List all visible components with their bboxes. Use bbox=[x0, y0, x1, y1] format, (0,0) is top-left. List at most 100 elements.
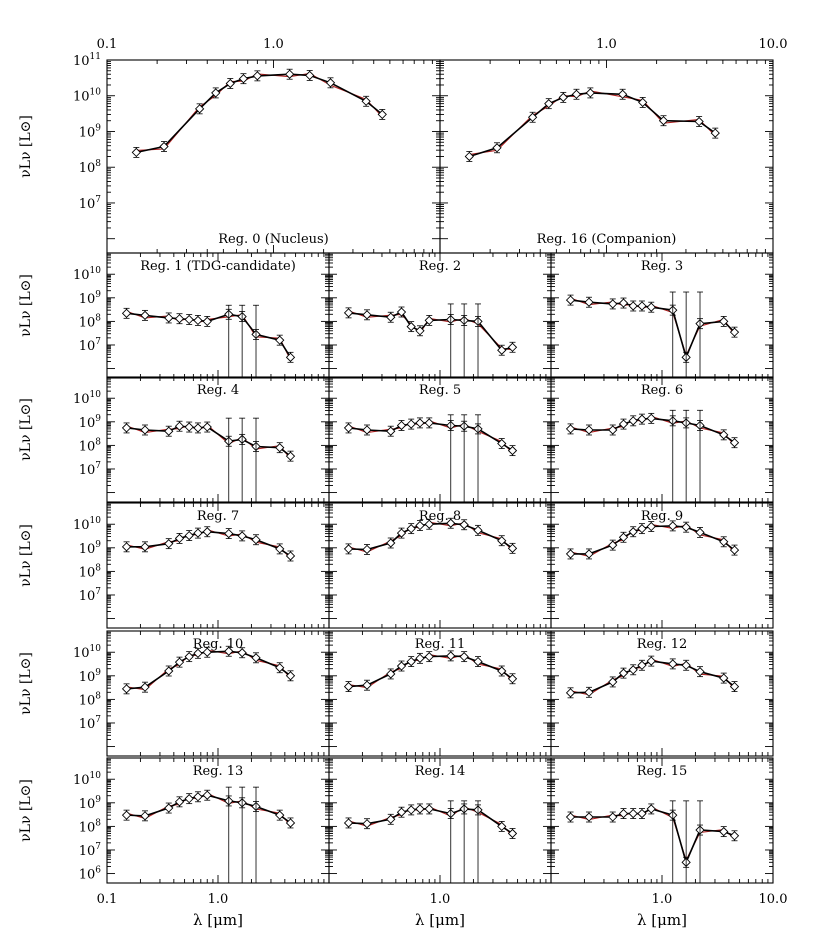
data-point bbox=[565, 424, 576, 434]
data-point bbox=[608, 812, 618, 822]
data-point bbox=[424, 804, 434, 814]
data-point bbox=[275, 443, 285, 453]
data-point bbox=[202, 316, 212, 327]
data-point bbox=[473, 656, 483, 667]
data-point bbox=[637, 808, 647, 819]
data-point bbox=[527, 112, 538, 122]
data-point bbox=[406, 805, 416, 815]
data-point bbox=[729, 327, 740, 337]
data-point bbox=[637, 301, 647, 311]
data-point bbox=[571, 89, 582, 99]
data-point bbox=[184, 314, 194, 325]
data-point bbox=[497, 345, 507, 355]
y-tick-label: 1010 bbox=[73, 266, 101, 283]
data-point bbox=[284, 69, 295, 79]
data-point bbox=[174, 657, 185, 667]
data-point bbox=[497, 666, 507, 676]
data-point bbox=[710, 128, 720, 138]
data-point bbox=[584, 297, 594, 307]
data-point bbox=[618, 532, 629, 542]
data-point bbox=[396, 528, 407, 538]
panel-13: Reg. 13 bbox=[106, 757, 330, 884]
panel-10: Reg. 10 bbox=[106, 630, 330, 757]
panel-label: Reg. 8 bbox=[419, 509, 461, 524]
data-point bbox=[446, 518, 456, 528]
y-tick-label: 109 bbox=[79, 540, 102, 557]
panel-11: Reg. 11 bbox=[328, 630, 552, 757]
data-point bbox=[140, 682, 150, 692]
data-point bbox=[565, 812, 576, 822]
bottom-x-tick-label: 1.0 bbox=[652, 892, 673, 907]
panel-label: Reg. 2 bbox=[419, 259, 461, 274]
data-point bbox=[121, 308, 132, 318]
data-point bbox=[585, 88, 596, 98]
y-tick-label: 106 bbox=[79, 866, 102, 883]
panel-15: Reg. 15 bbox=[550, 757, 774, 884]
panel-label: Reg. 11 bbox=[415, 637, 466, 652]
y-tick-label: 107 bbox=[79, 715, 102, 732]
data-point bbox=[362, 680, 372, 690]
data-point bbox=[237, 531, 247, 541]
bottom-x-tick-label: 1.0 bbox=[208, 892, 229, 907]
alt-model-curve bbox=[570, 806, 735, 862]
y-tick-label: 108 bbox=[79, 313, 102, 330]
data-point bbox=[565, 549, 576, 559]
data-point bbox=[386, 538, 396, 548]
data-point bbox=[174, 421, 185, 431]
panel-label: Reg. 10 bbox=[193, 637, 244, 652]
data-point bbox=[406, 321, 416, 332]
data-point bbox=[584, 549, 594, 559]
data-point bbox=[343, 818, 354, 828]
data-point bbox=[305, 70, 315, 81]
y-axis-label: νLν [L⊙] bbox=[18, 524, 34, 587]
data-point bbox=[497, 536, 507, 546]
data-point bbox=[184, 422, 194, 432]
data-point bbox=[285, 818, 296, 828]
data-point bbox=[193, 792, 203, 802]
data-point bbox=[719, 316, 729, 327]
y-tick-label: 109 bbox=[79, 414, 102, 431]
alt-model-curve bbox=[348, 310, 513, 351]
panel-1: Reg. 1 (TDG-candidate) bbox=[106, 252, 330, 379]
data-point bbox=[225, 78, 235, 89]
data-point bbox=[719, 537, 729, 547]
y-tick-label: 1010 bbox=[73, 516, 101, 533]
data-point bbox=[415, 326, 425, 336]
model-curve bbox=[570, 525, 735, 555]
y-tick-label: 1010 bbox=[73, 390, 101, 407]
data-point bbox=[497, 821, 507, 832]
data-point bbox=[386, 814, 396, 824]
panel-label: Reg. 13 bbox=[193, 764, 244, 779]
panel-4: Reg. 4 bbox=[106, 376, 330, 503]
data-point bbox=[224, 646, 234, 656]
bottom-x-tick-label: 10.0 bbox=[759, 892, 788, 907]
data-point bbox=[377, 109, 387, 120]
alt-model-curve bbox=[469, 90, 716, 156]
data-point bbox=[275, 663, 285, 673]
data-point bbox=[637, 660, 647, 670]
data-point bbox=[415, 418, 425, 428]
model-curve bbox=[126, 530, 291, 557]
data-point bbox=[285, 551, 296, 561]
bottom-x-tick-label: 0.1 bbox=[97, 892, 118, 907]
y-tick-label: 109 bbox=[79, 290, 102, 307]
data-point bbox=[646, 302, 656, 312]
data-point bbox=[164, 666, 174, 676]
top-x-tick-label: 10.0 bbox=[759, 37, 788, 52]
y-tick-label: 1010 bbox=[73, 88, 101, 105]
panel-9: Reg. 9 bbox=[550, 502, 774, 629]
data-point bbox=[184, 794, 194, 804]
data-point bbox=[729, 681, 740, 692]
panel-6: Reg. 6 bbox=[550, 376, 774, 503]
data-point bbox=[668, 521, 678, 531]
data-point bbox=[584, 812, 594, 822]
data-point bbox=[174, 533, 185, 544]
data-point bbox=[361, 96, 371, 106]
data-point bbox=[140, 811, 150, 821]
model-curve bbox=[136, 73, 383, 154]
data-point bbox=[285, 451, 296, 461]
data-point bbox=[184, 530, 194, 541]
data-point bbox=[584, 687, 594, 697]
data-point bbox=[238, 74, 249, 84]
model-curve bbox=[348, 422, 513, 452]
